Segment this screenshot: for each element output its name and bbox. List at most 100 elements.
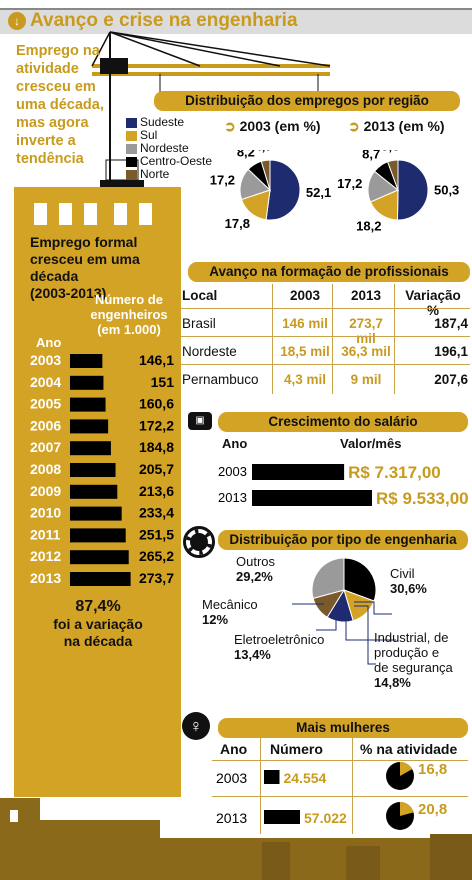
regions-title: Distribuição dos empregos por região [154, 91, 460, 111]
salary-year-label: 2003 [218, 464, 247, 479]
training-header-cell: 2003 [276, 288, 334, 303]
bar-2012 [70, 550, 129, 564]
training-cell: Pernambuco [182, 372, 272, 387]
down-arrow-icon: ↓ [8, 12, 26, 30]
salary-col-value: Valor/mês [340, 436, 401, 451]
legend-item: Sudeste [126, 116, 212, 129]
arrow-right-icon: ➲ [224, 118, 236, 134]
pie-value-label: 5,6 [381, 150, 399, 154]
money-icon: ▣ [188, 412, 212, 430]
legend-swatch [126, 118, 137, 128]
bar-value-label: 151 [151, 374, 175, 390]
types-label-industrial: Industrial, de produção e de segurança 1… [374, 630, 453, 690]
table-rule [180, 308, 470, 309]
pie-2013: 50,318,217,28,75,6 [328, 150, 468, 235]
salary-title: Crescimento do salário [218, 412, 468, 432]
bar-category-label: 2007 [30, 439, 61, 455]
bar-value-label: 265,2 [139, 548, 174, 564]
bar-category-label: 2004 [30, 374, 61, 390]
pie-slice-sudeste [397, 160, 428, 220]
types-label-civil: Civil 30,6% [390, 566, 427, 596]
bar-2007 [70, 441, 111, 455]
legend-swatch [126, 131, 137, 141]
bar-category-label: 2010 [30, 505, 61, 521]
legend-swatch [126, 170, 137, 180]
bar-value-label: 251,5 [139, 526, 174, 542]
types-label-mecanico: Mecânico 12% [202, 597, 258, 627]
training-cell: Nordeste [182, 344, 272, 359]
types-label-outros: Outros 29,2% [236, 554, 275, 584]
bar-value-label: 213,6 [139, 483, 174, 499]
bar-category-label: 2012 [30, 548, 61, 564]
training-cell: 207,6 [398, 372, 468, 387]
women-pct-label: 16,8 [418, 761, 447, 778]
training-cell: 36,3 mil [338, 344, 394, 359]
formal-variation: 87,4% foi a variação na década [30, 598, 166, 650]
pie-value-label: 8,2 [237, 150, 255, 160]
training-cell: 18,5 mil [276, 344, 334, 359]
bar-category-label: 2011 [30, 526, 61, 542]
table-rule [180, 364, 470, 365]
bar-value-label: 273,7 [139, 570, 174, 586]
table-rule [272, 284, 273, 394]
bar-2013 [70, 572, 131, 586]
bar-category-label: 2005 [30, 396, 61, 412]
types-title: Distribuição por tipo de engenharia [218, 530, 468, 550]
training-cell: 9 mil [338, 372, 394, 387]
bar-category-label: 2009 [30, 483, 61, 499]
bar-value-label: 184,8 [139, 439, 174, 455]
training-cell: 146 mil [276, 316, 334, 331]
bar-value-label: 233,4 [139, 505, 174, 521]
training-cell: 4,3 mil [276, 372, 334, 387]
pie-value-label: 4,7 [254, 150, 272, 153]
pie-slice-sudeste [266, 160, 300, 220]
bar-category-label: 2008 [30, 461, 61, 477]
pie-value-label: 18,2 [356, 219, 381, 234]
bar-2011 [70, 528, 126, 542]
bar-2010 [70, 507, 122, 521]
training-header-cell: Local [182, 288, 272, 303]
training-header-cell: Variação % [398, 288, 468, 318]
bar-category-label: 2006 [30, 417, 61, 433]
page-title: Avanço e crise na engenharia [30, 10, 298, 32]
bar-value-label: 146,1 [139, 352, 174, 368]
pie-2013-title: ➲ 2013 (em %) [348, 118, 445, 135]
women-title: Mais mulheres [218, 718, 468, 738]
salary-bar-2013 [252, 490, 372, 506]
bar-2009 [70, 485, 117, 499]
pie-2003: 52,117,817,28,24,7 [200, 150, 340, 235]
training-title: Avanço na formação de profissionais [188, 262, 470, 282]
bar-value-label: 160,6 [139, 396, 174, 412]
salary-bar-chart: 2003R$ 7.317,002013R$ 9.533,00 [214, 458, 470, 516]
bar-category-label: 2003 [30, 352, 61, 368]
table-rule [394, 284, 395, 394]
bar-2003 [70, 354, 102, 368]
bar-category-label: 2013 [30, 570, 61, 586]
legend-label: Norte [140, 168, 169, 181]
formal-col-number: Número deengenheiros(em 1.000) [86, 292, 172, 337]
woman-icon: ♀ [182, 712, 210, 740]
training-cell: 187,4 [398, 316, 468, 331]
arrow-right-icon: ➲ [348, 118, 360, 134]
legend-swatch [126, 144, 137, 154]
intro-text: Emprego naatividadecresceu em uma década… [16, 42, 104, 168]
salary-col-year: Ano [222, 436, 247, 451]
bar-value-label: 172,2 [139, 417, 174, 433]
training-table: Local20032013Variação %Brasil146 mil273,… [180, 284, 470, 396]
salary-year-label: 2013 [218, 490, 247, 505]
formal-col-year: Ano [36, 335, 61, 350]
bar-value-label: 205,7 [139, 461, 174, 477]
table-rule [332, 284, 333, 394]
types-label-eletro: Eletroeletrônico 13,4% [234, 632, 324, 662]
pie-value-label: 50,3 [434, 182, 459, 197]
bar-2004 [70, 376, 103, 390]
training-cell: Brasil [182, 316, 272, 331]
pie-value-label: 17,8 [225, 216, 250, 231]
bar-2008 [70, 463, 116, 477]
bar-2006 [70, 419, 108, 433]
pie-value-label: 8,7 [362, 150, 380, 161]
pie-value-label: 17,2 [210, 172, 235, 187]
training-header-cell: 2013 [338, 288, 394, 303]
pie-2003-title: ➲ 2003 (em %) [224, 118, 321, 135]
formal-bar-chart: 2003 146,1 2004 151 2005 160,6 2006 172,2 2007 18… [28, 350, 178, 590]
